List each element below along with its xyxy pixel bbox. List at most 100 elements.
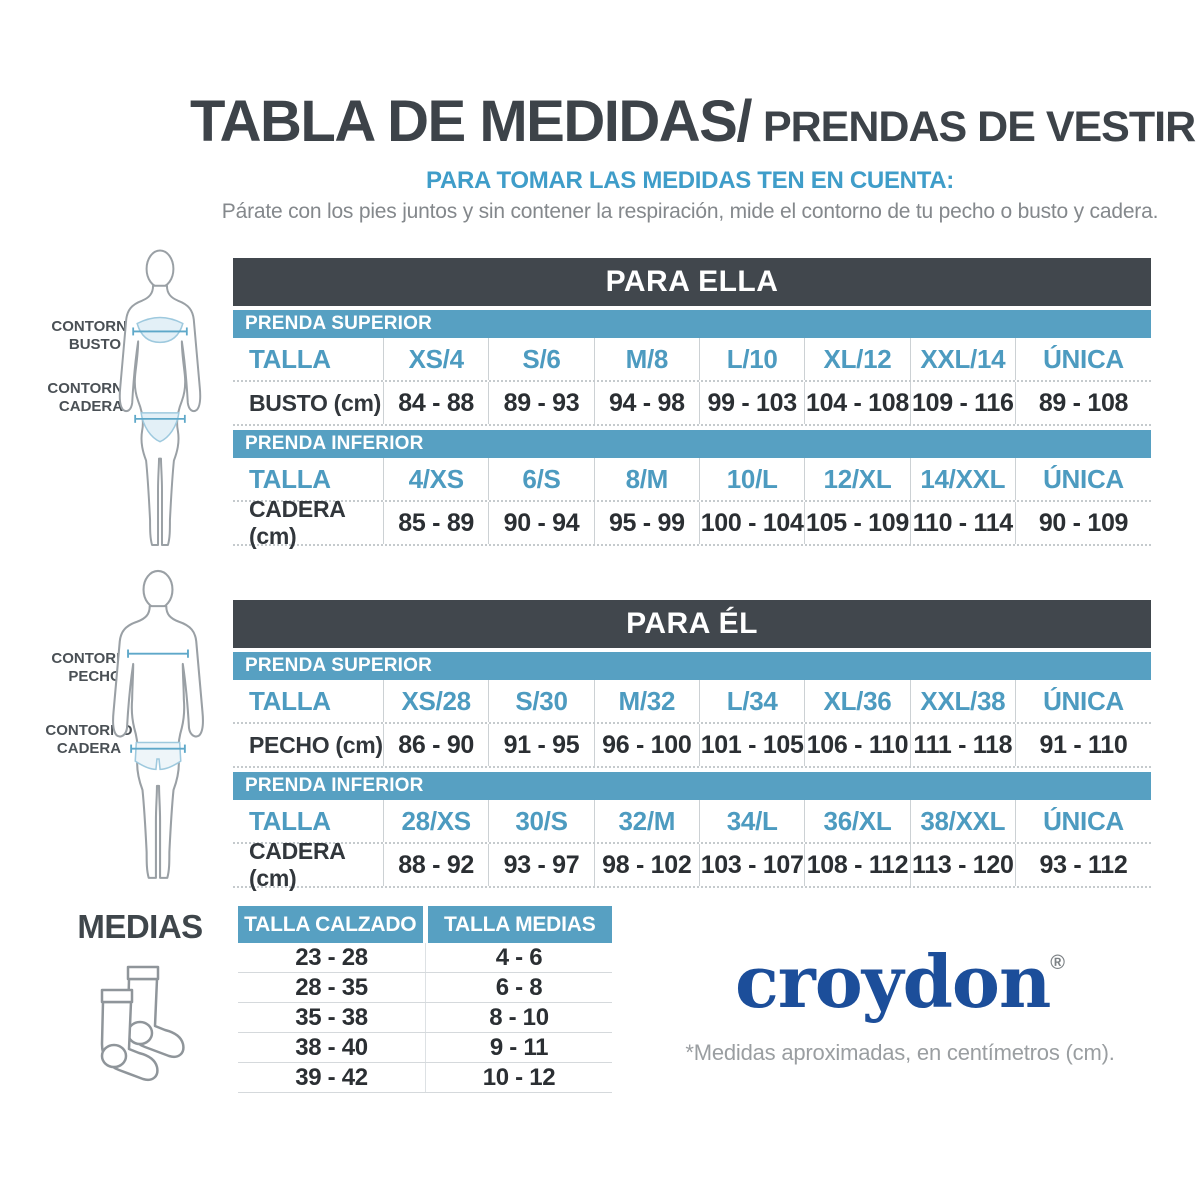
medias-row: 28 - 35 6 - 8 [238,973,612,1003]
size-cell: S/6 [488,338,593,380]
label-contorno-busto: CONTORNO BUSTO [51,318,139,353]
value-cell: 101 - 105 [699,724,804,766]
measure-instructions: Párate con los pies juntos y sin contene… [221,200,1159,223]
medias-table: TALLA CALZADO TALLA MEDIAS 23 - 28 4 - 6… [238,906,612,1093]
size-cell: 8/M [593,458,699,500]
medias-row: 23 - 28 4 - 6 [238,943,612,973]
medias-cell: 38 - 40 [295,1033,368,1061]
value-cell: 106 - 110 [804,724,909,766]
table-title-ella: PARA ELLA [233,258,1151,306]
male-figure-icon [111,569,205,879]
value-row: BUSTO (cm) 84 - 88 89 - 93 94 - 98 99 - … [233,382,1151,426]
size-cell: XL/12 [804,338,909,380]
value-cell: 90 - 109 [1015,502,1151,544]
medias-cell: 28 - 35 [295,973,368,1001]
table-para-el: PARA ÉL PRENDA SUPERIOR TALLA XS/28 S/30… [233,600,1151,891]
value-cell: 103 - 107 [699,844,804,886]
brand-area: croydon® [650,946,1150,1018]
value-cell: 91 - 95 [488,724,593,766]
page-title: TABLA DE MEDIDAS/PRENDAS DE VESTIR [190,88,1196,155]
value-cell: 89 - 108 [1015,382,1151,424]
value-cell: 110 - 114 [909,502,1015,544]
medias-cell: 35 - 38 [295,1003,368,1031]
measure-label: CADERA (cm) [249,496,345,549]
medias-cell: 9 - 11 [425,1033,612,1062]
value-row: PECHO (cm) 86 - 90 91 - 95 96 - 100 101 … [233,724,1151,768]
label-contorno-pecho: CONTORNO PECHO [51,650,139,685]
medias-row: 38 - 40 9 - 11 [238,1033,612,1063]
croydon-logo: croydon® [734,939,1066,1024]
value-cell: 84 - 88 [383,382,488,424]
size-cell: 6/S [488,458,593,500]
medias-cell: 4 - 6 [425,943,612,972]
value-cell: 109 - 116 [909,382,1015,424]
size-cell: ÚNICA [1015,458,1151,500]
label-contorno-cadera-male: CONTORNO CADERA [45,722,133,757]
medias-cell: 10 - 12 [425,1063,612,1092]
value-cell: 111 - 118 [909,724,1015,766]
section-prenda-superior: PRENDA SUPERIOR [233,310,1151,338]
value-cell: 96 - 100 [593,724,699,766]
table-title-el: PARA ÉL [233,600,1151,648]
table-para-ella: PARA ELLA PRENDA SUPERIOR TALLA XS/4 S/6… [233,258,1151,549]
size-cell: ÚNICA [1015,338,1151,380]
medias-cell: 39 - 42 [295,1063,368,1091]
size-cell: 32/M [593,800,699,842]
size-row: TALLA XS/4 S/6 M/8 L/10 XL/12 XXL/14 ÚNI… [233,338,1151,382]
value-cell: 98 - 102 [593,844,699,886]
section-prenda-inferior: PRENDA INFERIOR [233,430,1151,458]
size-cell: 14/XXL [909,458,1015,500]
size-cell: XS/28 [383,680,488,722]
size-cell: L/34 [699,680,804,722]
size-cell: 12/XL [804,458,909,500]
size-cell: 4/XS [383,458,488,500]
medias-title: MEDIAS [77,908,203,945]
registered-mark: ® [1050,952,1066,974]
section-prenda-inferior: PRENDA INFERIOR [233,772,1151,800]
value-row: CADERA (cm) 85 - 89 90 - 94 95 - 99 100 … [233,496,1151,549]
size-row: TALLA 4/XS 6/S 8/M 10/L 12/XL 14/XXL ÚNI… [233,458,1151,502]
size-cell: 30/S [488,800,593,842]
measure-label: CADERA (cm) [249,838,345,891]
medias-cell: 23 - 28 [295,943,368,971]
size-cell: ÚNICA [1015,800,1151,842]
medias-header-calzado: TALLA CALZADO [238,906,423,943]
value-cell: 86 - 90 [383,724,488,766]
size-label: TALLA [249,463,331,494]
footnote: *Medidas aproximadas, en centímetros (cm… [685,1040,1115,1065]
value-cell: 105 - 109 [804,502,909,544]
size-cell: 10/L [699,458,804,500]
title-main: TABLA DE MEDIDAS/ [190,89,752,154]
section-prenda-superior: PRENDA SUPERIOR [233,652,1151,680]
medias-cell: 8 - 10 [425,1003,612,1032]
size-cell: 38/XXL [909,800,1015,842]
medias-header-row: TALLA CALZADO TALLA MEDIAS [238,906,612,943]
size-cell: M/8 [593,338,699,380]
size-cell: XXL/38 [909,680,1015,722]
size-label: TALLA [249,343,331,374]
value-cell: 100 - 104 [699,502,804,544]
medias-row: 35 - 38 8 - 10 [238,1003,612,1033]
value-cell: 95 - 99 [593,502,699,544]
value-cell: 104 - 108 [804,382,909,424]
measure-label: PECHO (cm) [249,731,383,758]
value-cell: 90 - 94 [488,502,593,544]
size-cell: 34/L [699,800,804,842]
socks-icon [100,965,185,1081]
value-cell: 108 - 112 [804,844,909,886]
size-cell: 28/XS [383,800,488,842]
value-cell: 99 - 103 [699,382,804,424]
size-cell: XXL/14 [909,338,1015,380]
female-figure-icon [118,249,202,546]
medias-header-medias: TALLA MEDIAS [427,906,612,943]
value-cell: 91 - 110 [1015,724,1151,766]
size-cell: ÚNICA [1015,680,1151,722]
value-cell: 85 - 89 [383,502,488,544]
size-label: TALLA [249,805,331,836]
value-row: CADERA (cm) 88 - 92 93 - 97 98 - 102 103… [233,838,1151,891]
title-sub: PRENDAS DE VESTIR [762,103,1196,151]
medias-cell: 6 - 8 [425,973,612,1002]
header: TABLA DE MEDIDAS/PRENDAS DE VESTIR PARA … [190,88,1196,224]
value-cell: 94 - 98 [593,382,699,424]
